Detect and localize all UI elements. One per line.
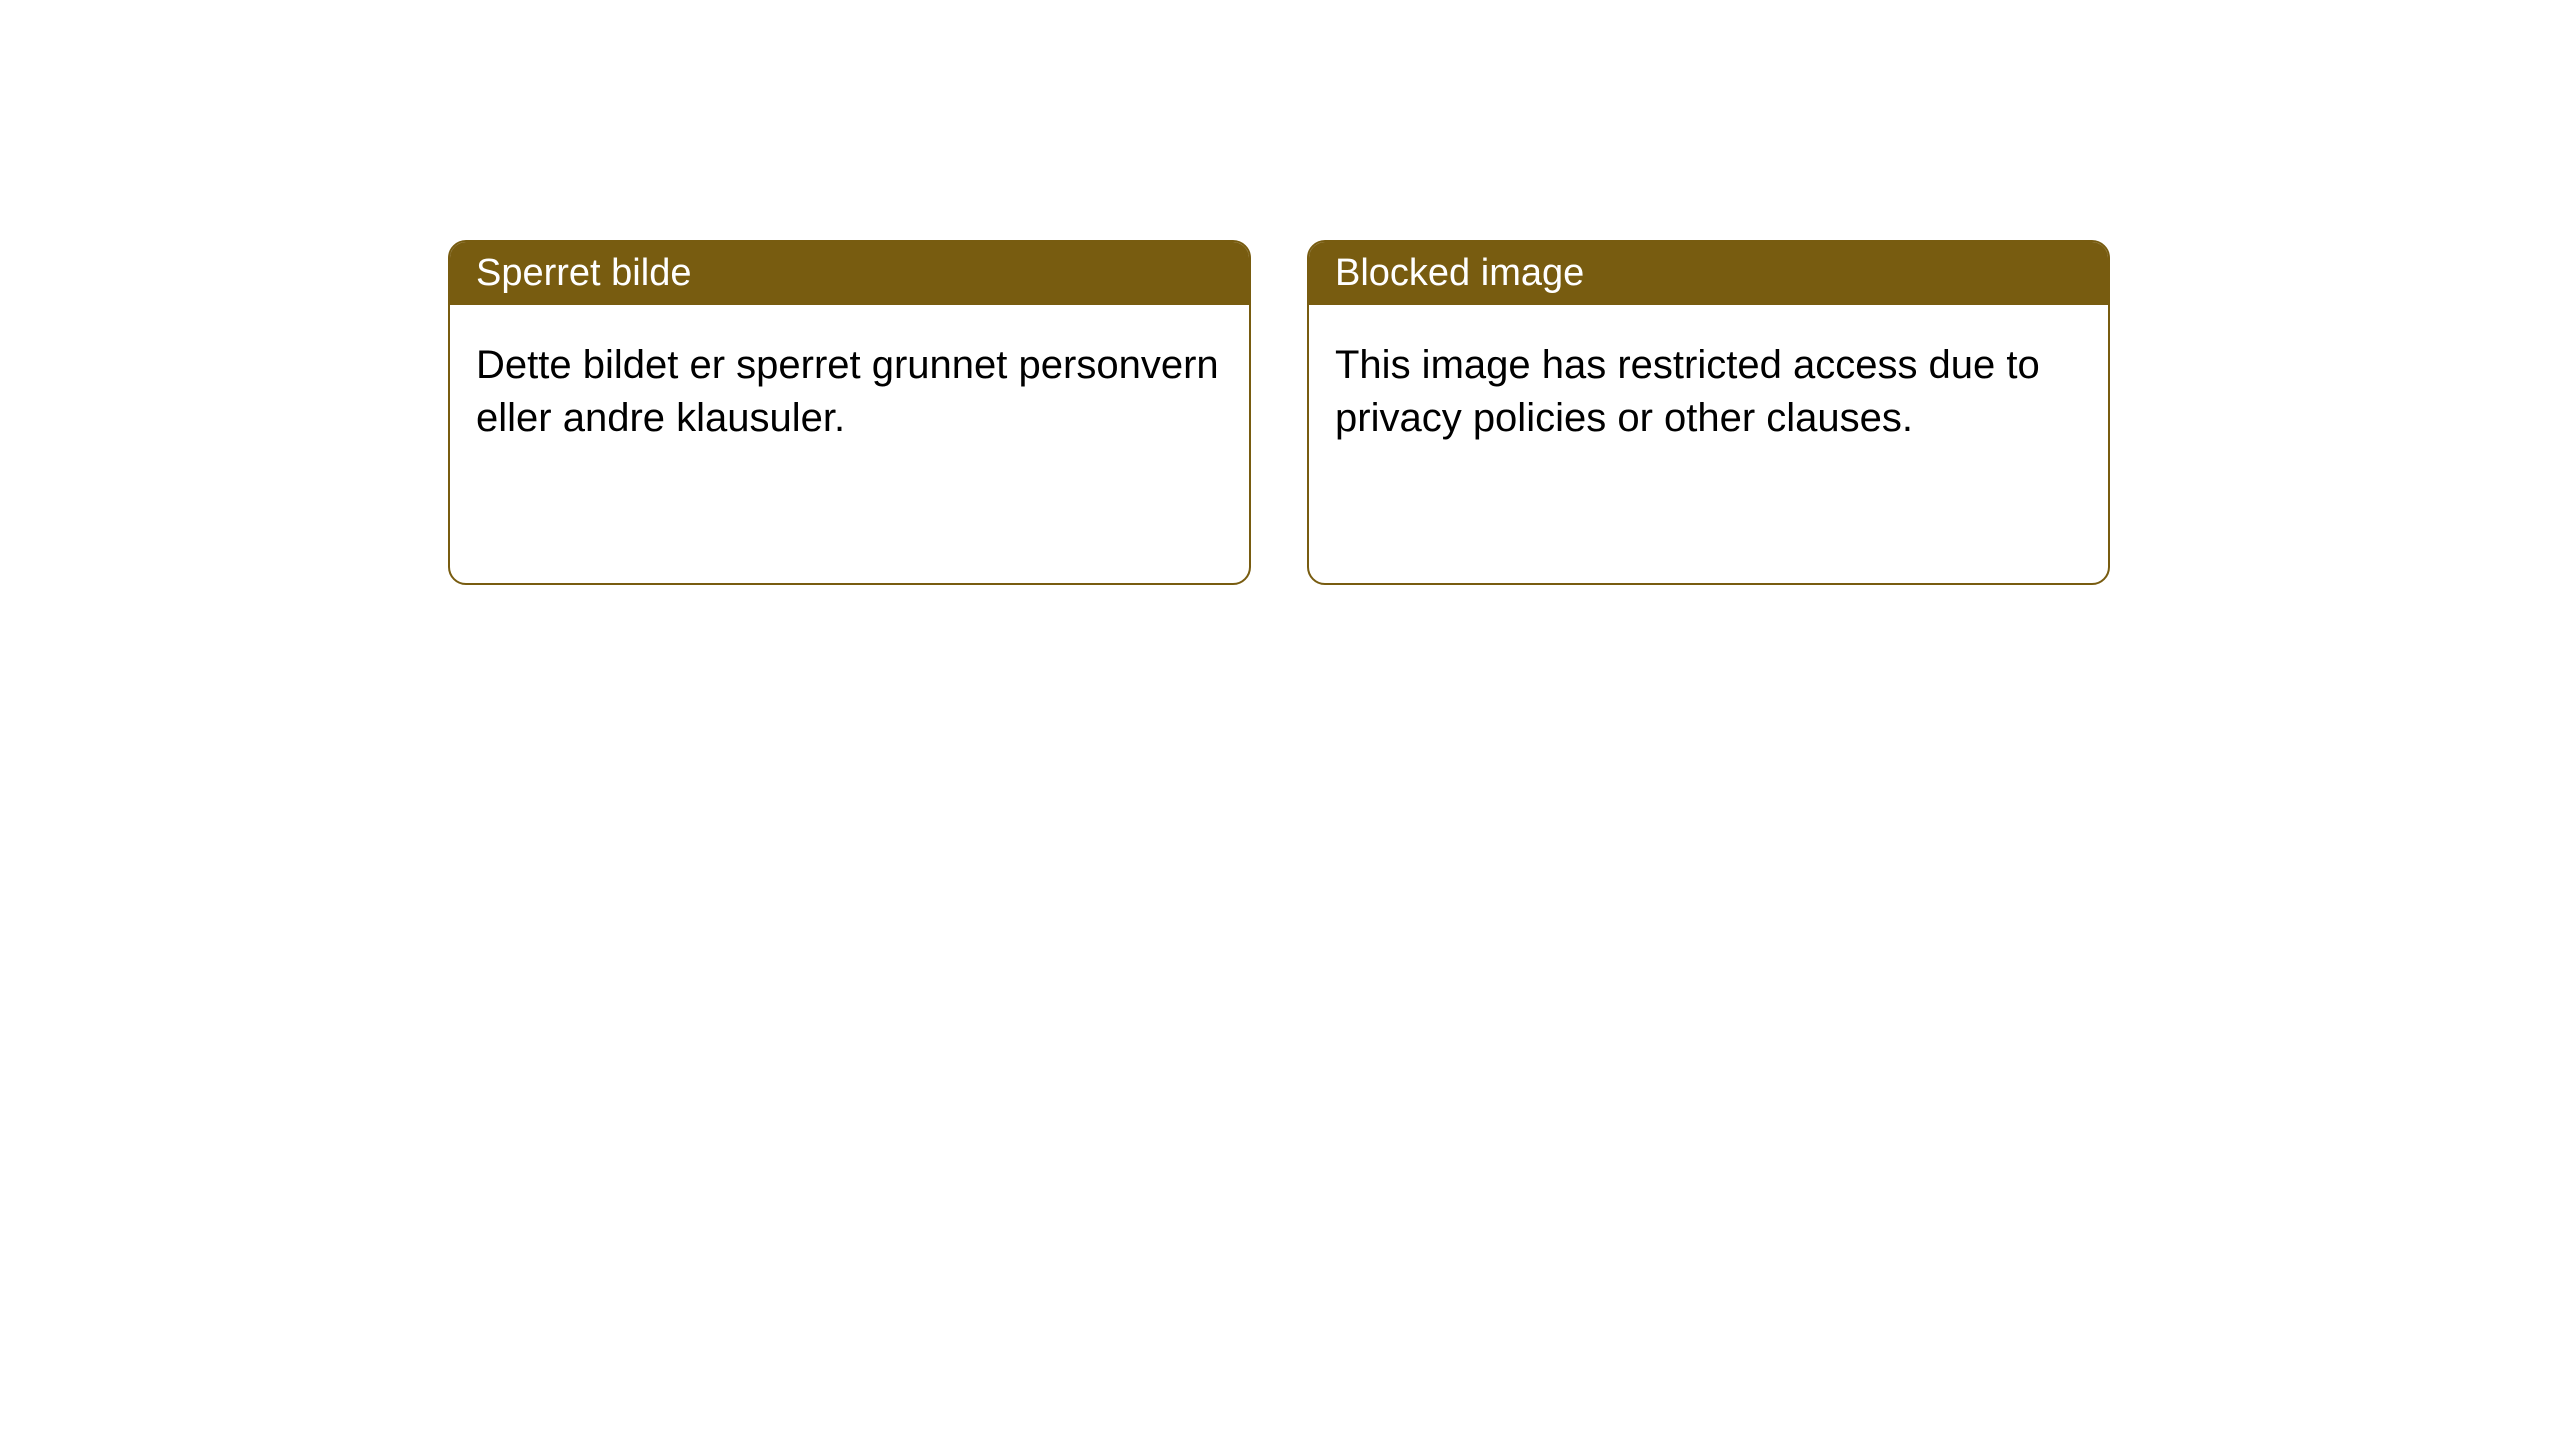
notice-card-english: Blocked image This image has restricted … [1307, 240, 2110, 585]
notice-body: Dette bildet er sperret grunnet personve… [450, 305, 1249, 583]
notice-card-norwegian: Sperret bilde Dette bildet er sperret gr… [448, 240, 1251, 585]
notices-container: Sperret bilde Dette bildet er sperret gr… [448, 240, 2110, 585]
notice-body: This image has restricted access due to … [1309, 305, 2108, 583]
notice-header: Sperret bilde [450, 242, 1249, 305]
notice-header: Blocked image [1309, 242, 2108, 305]
